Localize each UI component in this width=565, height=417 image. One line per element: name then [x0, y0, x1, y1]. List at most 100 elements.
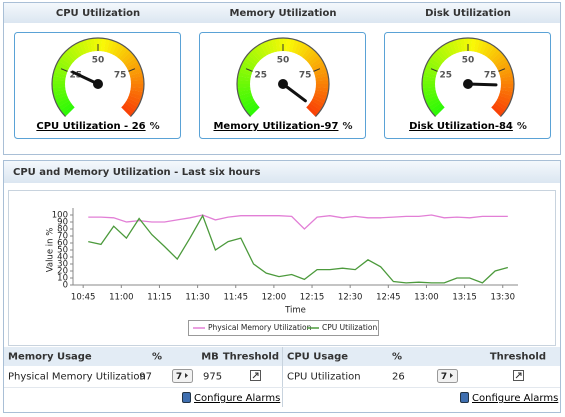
gauge-link[interactable]: CPU Utilization - 26 [36, 121, 145, 132]
gauge-band [306, 51, 319, 63]
gauge-band [130, 76, 144, 82]
gauge-band [428, 57, 442, 68]
gauge-band [52, 83, 66, 89]
gauge-band [93, 38, 99, 52]
gauge-band [237, 83, 251, 89]
gauge-band [60, 54, 73, 66]
gauge-tick-label: 75 [299, 70, 312, 80]
gauge-band [52, 79, 66, 84]
gauge-band [445, 42, 455, 56]
alarm-icon [182, 392, 191, 403]
threshold-button[interactable] [172, 369, 193, 383]
gauge-band [315, 79, 329, 85]
gauge-band [86, 38, 93, 53]
gauge-band [301, 46, 313, 59]
y-tick-label: 90 [57, 218, 68, 228]
table-header-cell: MB [201, 352, 219, 363]
gauge-band [314, 68, 328, 76]
gauge-tick [313, 68, 321, 72]
x-tick-label: 13:00 [414, 293, 439, 303]
gauge-band [245, 102, 258, 114]
x-tick-label: 12:15 [300, 293, 325, 303]
gauge-band [116, 46, 128, 59]
gauge-band [422, 83, 436, 89]
gauge-band [52, 86, 66, 92]
gauge-band [314, 72, 329, 79]
gauge-band [78, 40, 87, 55]
table-cell: 97 [139, 372, 152, 383]
gauge-band [430, 54, 443, 66]
gauge-band [499, 89, 514, 97]
gauge-band [432, 105, 445, 117]
threshold-icon-arrow [515, 372, 522, 379]
gauge-band [58, 57, 72, 68]
configure-alarms-link[interactable]: Configure Alarms [194, 393, 280, 404]
configure-alarms-link[interactable]: Configure Alarms [472, 393, 558, 404]
y-tick-label: 80 [57, 225, 68, 235]
y-tick-label: 20 [57, 267, 68, 277]
x-tick-label: 13:15 [452, 293, 477, 303]
gauge-band [130, 84, 144, 89]
threshold-button-label: 7 [176, 372, 182, 382]
gauge-title: CPU Utilization [56, 8, 140, 19]
gauge-unit: % [342, 121, 352, 132]
gauge-tick [60, 68, 68, 72]
table-cell: Physical Memory Utilization [8, 372, 146, 383]
gauge-band [71, 44, 82, 57]
gauge-band [237, 71, 252, 79]
x-tick-label: 11:45 [223, 293, 248, 303]
gauge-band [130, 86, 144, 93]
legend [188, 320, 379, 336]
gauge-band [473, 38, 481, 53]
table-header-cell: % [392, 352, 402, 363]
legend-label: Physical Memory Utilization [208, 323, 312, 332]
threshold-button-label: 7 [441, 372, 447, 382]
gauge-band [243, 57, 257, 68]
gauge-band [460, 38, 466, 52]
gauge-band [124, 100, 138, 111]
gauge-link[interactable]: Disk Utilization-84 [409, 121, 513, 132]
gauge-band [495, 57, 508, 68]
gauge-tick [245, 68, 253, 72]
gauge-band [498, 92, 513, 100]
gauge-outline [51, 37, 145, 117]
gauge-band [129, 68, 143, 76]
table-cell: 26 [392, 372, 405, 383]
gauge-tick-label: 50 [462, 56, 475, 66]
threshold-button[interactable] [437, 369, 458, 383]
y-tick-label: 60 [57, 239, 68, 249]
x-tick-label: 11:30 [185, 293, 210, 303]
gauge-band [68, 46, 80, 59]
gauge-link[interactable]: Memory Utilization-97 [213, 121, 338, 132]
gauge-band [496, 97, 510, 108]
gauge-band [129, 72, 144, 79]
gauge-band [238, 92, 252, 100]
gauge-band [114, 44, 125, 58]
gauge-band [426, 60, 440, 71]
gauge-band [250, 48, 262, 61]
gauge-band [314, 89, 329, 97]
gauge-band [311, 61, 325, 71]
gauge-band [62, 105, 75, 117]
gauge-band [438, 46, 450, 59]
gauge-band [423, 92, 437, 100]
x-tick-label: 12:00 [262, 293, 287, 303]
gauge-band [306, 105, 319, 117]
gauge-band [129, 89, 144, 97]
gauge-band [56, 97, 70, 107]
table-header-cell: CPU Usage [287, 352, 348, 363]
gauge-band [263, 40, 272, 55]
gauge-band [103, 38, 111, 53]
table-header-cell: Threshold [223, 352, 279, 363]
y-tick-label: 0 [63, 281, 68, 291]
gauge-band [58, 100, 71, 111]
gauge-band [308, 54, 321, 66]
gauge-outline [236, 37, 330, 117]
y-tick-label: 70 [57, 232, 68, 242]
legend-label: CPU Utilization [322, 323, 377, 332]
gauge-band [315, 76, 329, 82]
gauge-tick [498, 68, 506, 72]
gauge-band [237, 86, 251, 92]
gauge-band [494, 100, 508, 111]
